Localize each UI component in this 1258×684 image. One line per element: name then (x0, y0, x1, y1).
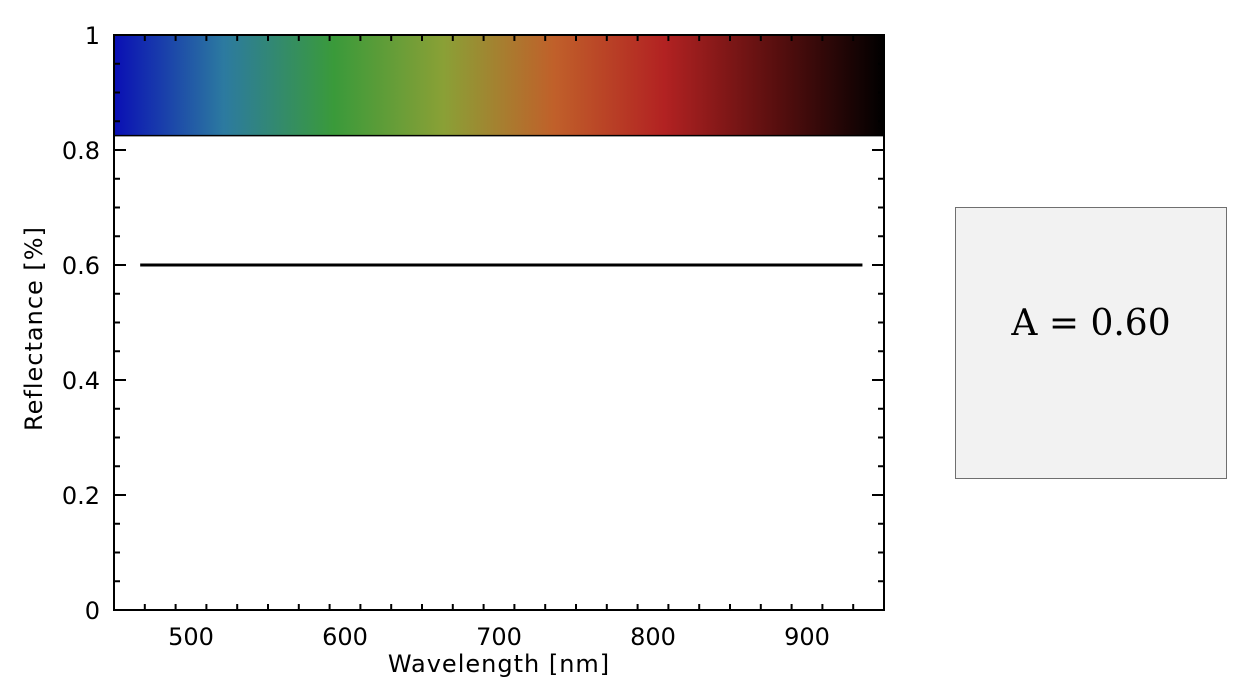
x-tick-label: 500 (168, 623, 214, 651)
y-tick-label: 0 (85, 597, 100, 625)
plot-frame (113, 34, 885, 611)
y-axis-title: Reflectance [%] (20, 226, 48, 431)
y-tick-label: 1 (85, 22, 100, 50)
x-tick-label: 600 (322, 623, 368, 651)
reflectance-value-text: A = 0.60 (1011, 302, 1171, 344)
y-tick-label: 0.6 (62, 252, 100, 280)
spectrum-color-band (113, 34, 885, 137)
x-tick-label: 800 (630, 623, 676, 651)
x-tick-label: 900 (784, 623, 830, 651)
x-axis-ticks: 500 600 700 800 900 (113, 35, 885, 651)
y-tick-label: 0.4 (62, 367, 100, 395)
y-tick-label: 0.2 (62, 482, 100, 510)
x-axis-title: Wavelength [nm] (388, 650, 610, 678)
reflectance-value-box: A = 0.60 (955, 207, 1227, 479)
reflectance-chart: 500 600 700 800 900 0 0.2 0.4 0.6 0.8 1 Wavelengt… (20, 22, 885, 678)
y-axis-ticks: 0 0.2 0.4 0.6 0.8 1 (62, 22, 884, 625)
y-tick-label: 0.8 (62, 137, 100, 165)
x-tick-label: 700 (476, 623, 522, 651)
